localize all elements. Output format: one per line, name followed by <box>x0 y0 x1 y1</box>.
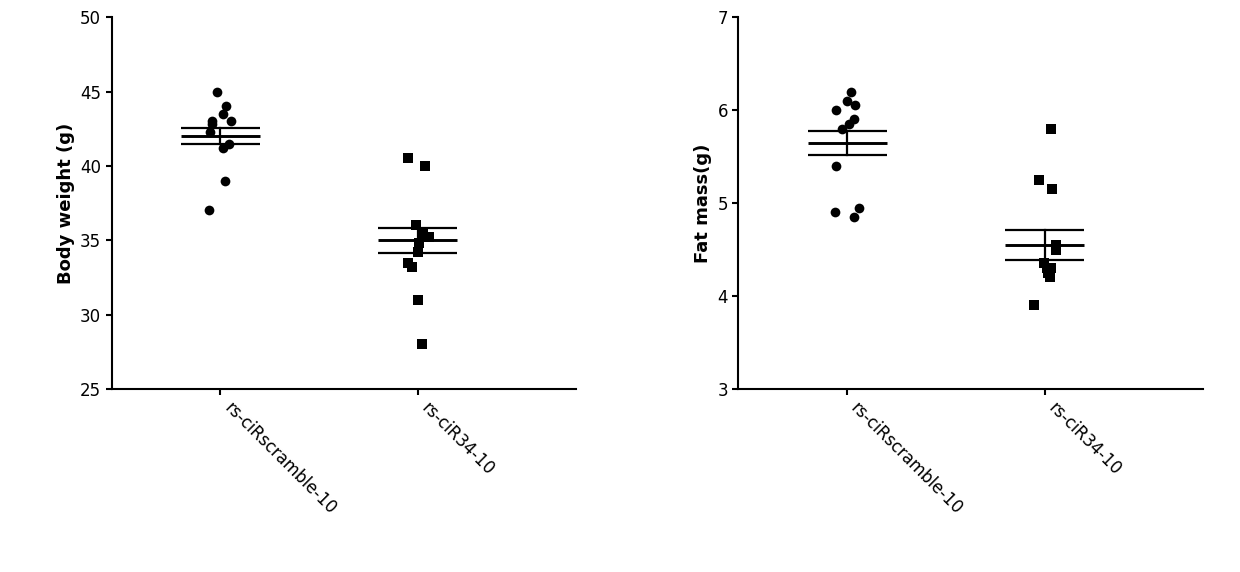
Point <box>849 203 869 212</box>
Point <box>216 176 236 185</box>
Point <box>1042 264 1061 273</box>
Point <box>419 233 439 242</box>
Point <box>1040 273 1060 282</box>
Point <box>838 120 858 129</box>
Point <box>216 102 236 111</box>
Point <box>1042 124 1061 133</box>
Point <box>409 239 429 248</box>
Point <box>202 117 222 126</box>
Point <box>408 248 428 257</box>
Point <box>844 115 864 124</box>
Point <box>841 87 861 96</box>
Point <box>219 139 239 148</box>
Point <box>198 206 218 215</box>
Y-axis label: Body weight (g): Body weight (g) <box>57 122 74 284</box>
Point <box>1045 240 1065 249</box>
Point <box>1024 301 1044 310</box>
Point <box>412 340 432 349</box>
Point <box>832 124 852 133</box>
Point <box>1047 245 1066 254</box>
Point <box>1038 264 1058 273</box>
Point <box>398 154 418 163</box>
Point <box>837 96 857 105</box>
Point <box>843 212 863 221</box>
Point <box>826 105 846 114</box>
Point <box>200 127 219 136</box>
Point <box>1029 175 1049 184</box>
Point <box>213 144 233 153</box>
Point <box>414 161 434 170</box>
Point <box>1038 268 1058 277</box>
Point <box>398 258 418 267</box>
Point <box>1043 185 1063 194</box>
Point <box>1034 259 1054 268</box>
Point <box>413 228 433 237</box>
Point <box>407 221 427 230</box>
Point <box>844 101 864 110</box>
Point <box>408 295 428 304</box>
Point <box>403 263 423 272</box>
Point <box>213 109 233 118</box>
Y-axis label: Fat mass(g): Fat mass(g) <box>694 144 712 263</box>
Point <box>827 161 847 170</box>
Point <box>221 117 241 126</box>
Point <box>202 120 222 129</box>
Point <box>826 208 846 217</box>
Point <box>207 87 227 96</box>
